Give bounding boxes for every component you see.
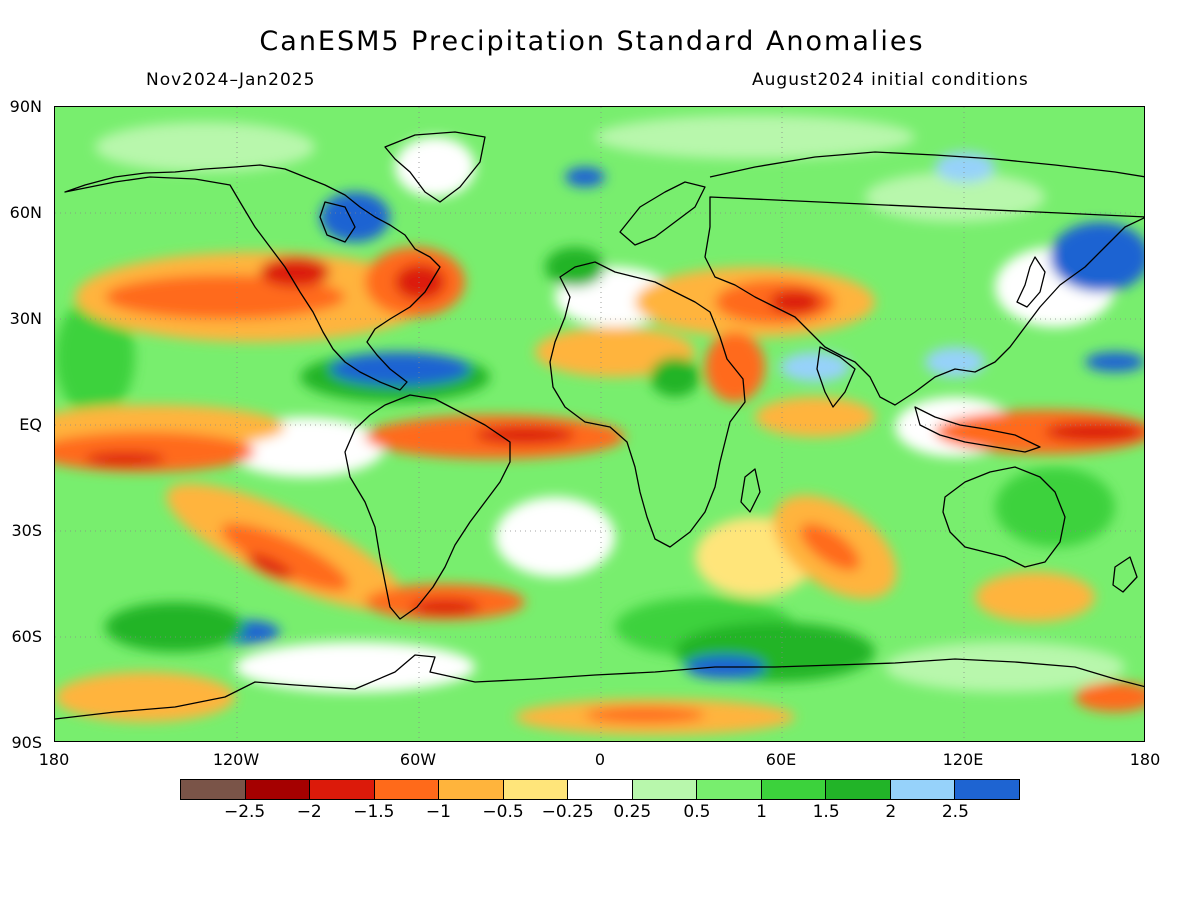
colorbar-tick-label: −1	[425, 802, 451, 822]
lat-label-60s: 60S	[11, 627, 42, 646]
anomaly-blob	[705, 332, 765, 402]
anomaly-map-svg	[55, 107, 1144, 741]
colorbar	[180, 779, 1020, 800]
anomaly-blob	[770, 290, 820, 314]
anomaly-blob	[1085, 352, 1144, 372]
asia-coast	[704, 151, 1144, 406]
anomaly-blob	[495, 497, 615, 577]
anomaly-blob	[995, 467, 1115, 547]
lon-label-120w: 120W	[212, 750, 260, 769]
anomaly-blob	[800, 523, 860, 571]
colorbar-tick-label: 2	[885, 802, 897, 822]
forecast-period: Nov2024–Jan2025	[146, 70, 316, 90]
colorbar-swatch	[439, 780, 504, 799]
colorbar-swatch	[890, 780, 956, 799]
anomaly-blob	[221, 523, 349, 591]
anomaly-blob	[395, 137, 475, 197]
greenland-coast	[384, 131, 486, 203]
anomaly-blob	[475, 426, 575, 444]
anomaly-blob	[755, 397, 875, 437]
australia-coast	[942, 466, 1066, 568]
colorbar-tick-label: −0.25	[541, 802, 594, 822]
anomaly-blob	[865, 172, 1045, 222]
anomaly-blob	[1075, 682, 1144, 712]
coastlines	[55, 131, 1144, 720]
lat-label-90n: 90N	[9, 97, 42, 116]
colorbar-swatch	[310, 780, 375, 799]
colorbar-swatch	[568, 780, 633, 799]
chart-title: CanESM5 Precipitation Standard Anomalies	[259, 26, 925, 57]
lat-label-eq: EQ	[19, 415, 42, 434]
colorbar-swatch	[245, 780, 311, 799]
anomaly-map	[54, 106, 1145, 742]
colorbar-tick-label: 0.25	[613, 802, 652, 822]
new-zealand-coast	[1112, 556, 1138, 593]
hudson-bay-coast	[319, 201, 356, 243]
anomaly-blob	[925, 347, 985, 377]
colorbar-tick-label: 1.5	[812, 802, 840, 822]
lon-label-60e: 60E	[765, 750, 797, 769]
anomaly-blob	[935, 152, 995, 182]
colorbar-tick-label: −2.5	[223, 802, 266, 822]
colorbar-tick-label: −1.5	[353, 802, 395, 822]
anomaly-blob	[55, 672, 235, 722]
anomaly-blob	[55, 297, 135, 417]
scandinavia-coast	[619, 181, 706, 246]
lat-label-90s: 90S	[11, 733, 42, 752]
initial-conditions: August2024 initial conditions	[752, 70, 1029, 90]
anomaly-blob	[650, 357, 700, 397]
lon-label-120e: 120E	[942, 750, 984, 769]
anomaly-blob	[885, 642, 1125, 692]
anomaly-blob	[235, 642, 475, 692]
colorbar-swatch	[374, 780, 440, 799]
colorbar-swatch	[181, 780, 246, 799]
anomaly-blob	[780, 352, 850, 382]
colorbar-tick-label: −2	[296, 802, 322, 822]
colorbar-tick-label: 1	[756, 802, 767, 822]
colorbar-tick-label: 0.5	[683, 802, 711, 822]
lat-label-60n: 60N	[9, 203, 42, 222]
anomaly-blob	[260, 257, 330, 287]
colorbar-swatch	[697, 780, 762, 799]
lon-label-60w: 60W	[399, 750, 437, 769]
colorbar-swatch	[632, 780, 698, 799]
colorbar-swatch	[503, 780, 569, 799]
anomaly-blob	[935, 410, 1144, 454]
anomaly-blob	[95, 122, 315, 172]
colorbar-swatch	[955, 780, 1019, 799]
south-america-coast	[344, 394, 511, 620]
colorbar-tick-label: −0.5	[482, 802, 524, 822]
north-america-coast	[64, 164, 441, 391]
anomaly-blob	[585, 707, 705, 723]
antarctica-coast	[55, 654, 1144, 720]
lat-label-30s: 30S	[11, 521, 42, 540]
anomaly-blob	[595, 115, 915, 159]
maritime-continent-coast	[914, 406, 1041, 453]
anomaly-blob	[535, 327, 695, 377]
lon-label-180e: 180	[1129, 750, 1161, 769]
anomaly-blob	[320, 192, 390, 242]
colorbar-tick-label: 2.5	[941, 802, 969, 822]
anomaly-blob	[247, 554, 293, 580]
lat-label-30n: 30N	[9, 309, 42, 328]
anomaly-blob	[565, 167, 605, 187]
anomaly-blob	[85, 452, 165, 466]
lon-label-180w: 180	[38, 750, 70, 769]
colorbar-swatch	[761, 780, 827, 799]
lon-label-0: 0	[594, 750, 606, 769]
anomaly-blob	[410, 599, 480, 615]
colorbar-swatch	[826, 780, 891, 799]
anomaly-blob	[330, 352, 470, 386]
anomaly-blob	[105, 602, 245, 652]
anomaly-blob	[1045, 422, 1144, 442]
anomaly-blob	[395, 264, 445, 300]
india-coast	[816, 346, 856, 408]
japan-coast	[1016, 256, 1046, 308]
madagascar-coast	[740, 468, 761, 513]
europe-africa-coast	[549, 261, 746, 548]
anomaly-blob	[975, 572, 1095, 622]
